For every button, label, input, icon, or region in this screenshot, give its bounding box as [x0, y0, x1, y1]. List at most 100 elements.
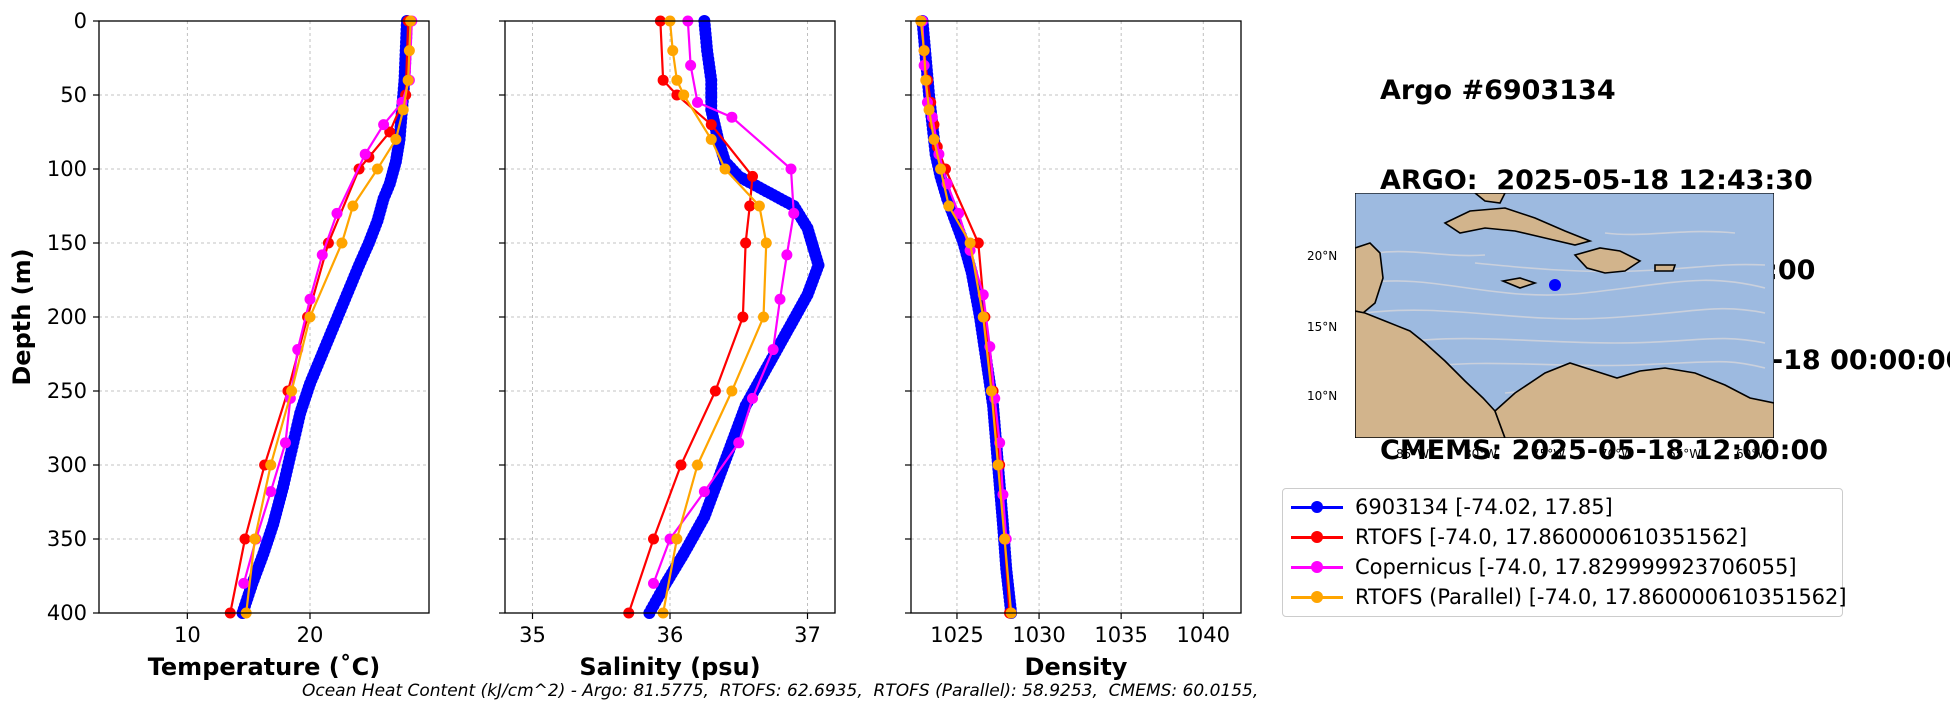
data-point: [316, 249, 328, 261]
data-point: [402, 74, 414, 86]
y-tick-label: 250: [47, 379, 87, 403]
data-point: [685, 59, 697, 71]
data-point: [657, 74, 669, 86]
data-point: [384, 126, 396, 138]
legend-label: 6903134 [-74.02, 17.85]: [1355, 495, 1613, 519]
data-point: [767, 344, 779, 356]
series-copernicus: [648, 15, 800, 589]
map-lon-label: 65°W: [1668, 447, 1702, 461]
data-point: [781, 249, 793, 261]
data-point: [999, 533, 1011, 545]
data-point: [943, 200, 955, 212]
legend-label: Copernicus [-74.0, 17.829999923706055]: [1355, 555, 1797, 579]
data-point: [403, 45, 415, 57]
data-point: [698, 486, 710, 498]
x-tick-label: 20: [297, 623, 324, 647]
data-point: [667, 45, 679, 57]
y-tick-label: 400: [47, 601, 87, 625]
data-point: [359, 148, 371, 160]
series-line: [242, 20, 413, 584]
profile-panel: 1025 1030 1035 1040 Density: [905, 15, 1242, 681]
data-point: [935, 163, 947, 175]
data-point: [985, 385, 997, 397]
data-point: [331, 207, 343, 219]
data-point: [992, 459, 1004, 471]
data-point: [928, 133, 940, 145]
data-point: [249, 533, 261, 545]
legend-swatch: [1291, 557, 1343, 577]
data-point: [972, 237, 984, 249]
y-tick-label: 0: [74, 9, 87, 33]
profile-panel: 35 36 37 Salinity (psu): [499, 15, 836, 681]
data-point: [705, 119, 717, 131]
data-point: [747, 170, 758, 182]
data-point: [753, 200, 765, 212]
data-point: [265, 459, 277, 471]
x-axis-label: Density: [1025, 653, 1128, 681]
y-tick-label: 200: [47, 305, 87, 329]
data-point: [733, 437, 745, 449]
x-tick-label: 1035: [1094, 623, 1147, 647]
map-lat-label: 15°N: [1307, 320, 1338, 334]
data-point: [740, 237, 752, 249]
data-point: [747, 392, 758, 404]
data-point: [920, 74, 932, 86]
data-point: [286, 385, 298, 397]
legend-item-copernicus: Copernicus [-74.0, 17.829999923706055]: [1291, 553, 1797, 581]
data-point: [336, 237, 348, 249]
series-rtofs-parallel: [657, 15, 772, 619]
map-land: [1354, 192, 1775, 439]
data-point: [719, 163, 731, 175]
map-lon-label: 85°W: [1396, 447, 1430, 461]
data-point: [397, 104, 409, 116]
legend-item-rtofs-parallel: RTOFS (Parallel) [-74.0, 17.860000610351…: [1291, 583, 1847, 611]
location-map: 20°N 15°N 10°N 85°W 80°W 75°W 70°W 65°W …: [1307, 192, 1781, 461]
series-rtofs-parallel: [915, 15, 1017, 619]
data-point: [238, 577, 250, 589]
y-tick-label: 300: [47, 453, 87, 477]
series-rtofs: [224, 15, 414, 619]
legend-swatch: [1291, 587, 1343, 607]
data-point: [347, 200, 359, 212]
legend-swatch: [1291, 497, 1343, 517]
legend-item-argo: 6903134 [-74.02, 17.85]: [1291, 493, 1613, 521]
data-point: [774, 293, 786, 305]
series-line: [652, 20, 795, 584]
data-point: [737, 311, 749, 323]
x-tick-label: 1030: [1012, 623, 1065, 647]
data-point: [726, 385, 738, 397]
legend-label: RTOFS [-74.0, 17.860000610351562]: [1355, 525, 1748, 549]
data-point: [758, 311, 769, 323]
data-point: [671, 74, 683, 86]
title-argo-time: ARGO: 2025-05-18 12:43:30: [1380, 165, 1813, 196]
x-tick-label: 10: [174, 623, 201, 647]
data-point: [304, 293, 316, 305]
data-point: [675, 459, 687, 471]
data-point: [265, 486, 277, 498]
x-tick-label: 37: [794, 623, 821, 647]
map-lon-label: 75°W: [1532, 447, 1566, 461]
data-point: [692, 96, 703, 108]
legend-label: RTOFS (Parallel) [-74.0, 17.860000610351…: [1355, 585, 1847, 609]
series-copernicus: [238, 15, 418, 589]
map-lon-label: 70°W: [1600, 447, 1634, 461]
data-point: [378, 119, 390, 131]
map-lon-label: 80°W: [1464, 447, 1498, 461]
data-point: [678, 89, 690, 101]
data-point: [692, 459, 703, 471]
legend: 6903134 [-74.02, 17.85] RTOFS [-74.0, 17…: [1282, 488, 1847, 617]
data-point: [726, 111, 738, 123]
legend-swatch: [1291, 527, 1343, 547]
data-point: [785, 163, 797, 175]
series-rtofs: [623, 15, 758, 619]
x-tick-label: 35: [519, 623, 546, 647]
data-point: [648, 533, 659, 545]
data-point: [671, 533, 683, 545]
x-tick-label: 1025: [930, 623, 983, 647]
map-lon-label: 60°W: [1736, 447, 1770, 461]
y-tick-label: 150: [47, 231, 87, 255]
title-argo-id: Argo #6903134: [1380, 75, 1616, 106]
data-point: [705, 133, 717, 145]
data-point: [371, 163, 383, 175]
